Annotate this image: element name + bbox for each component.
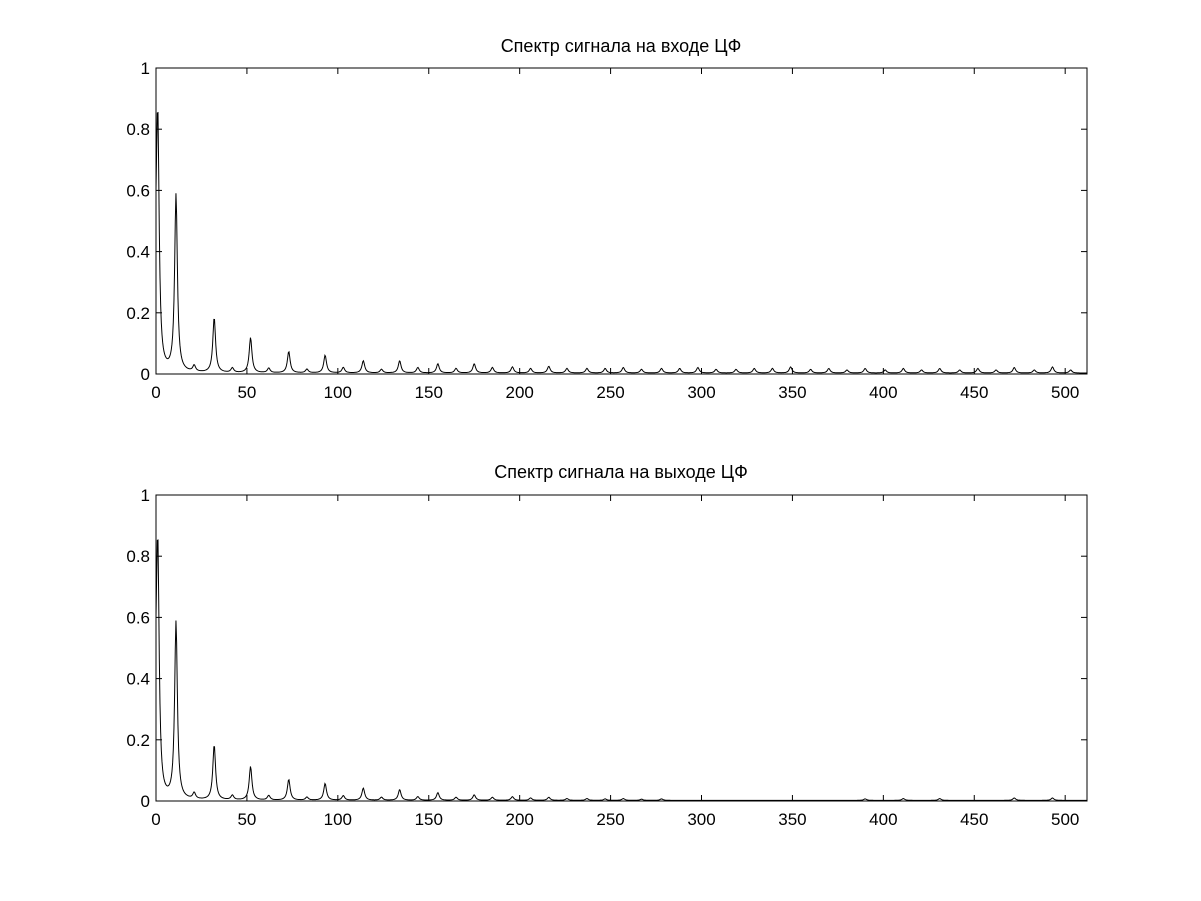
x-axis-input: 0 50 100 150 200 250 300 350 400 450 500	[151, 68, 1079, 402]
x-tick-label-output: 200	[505, 810, 533, 829]
x-tick-label-output: 250	[596, 810, 624, 829]
y-tick-label-input: 0.2	[126, 304, 150, 323]
y-tick-label-output: 0	[141, 792, 150, 811]
x-tick-label-output: 350	[778, 810, 806, 829]
y-tick-label-input: 1	[141, 59, 150, 78]
y-axis-output: 0 0.2 0.4 0.6 0.8 1	[126, 486, 1087, 811]
y-tick-label-input: 0.6	[126, 181, 150, 200]
y-tick-label-output: 0.4	[126, 670, 150, 689]
x-tick-label-input: 400	[869, 383, 897, 402]
x-tick-label-input: 100	[324, 383, 352, 402]
x-tick-label-input: 250	[596, 383, 624, 402]
y-tick-label-input: 0.8	[126, 120, 150, 139]
chart-title-output: Спектр сигнала на выходе ЦФ	[494, 462, 748, 482]
x-tick-label-output: 500	[1051, 810, 1079, 829]
x-tick-label-output: 100	[324, 810, 352, 829]
x-tick-label-output: 300	[687, 810, 715, 829]
x-tick-label-input: 50	[237, 383, 256, 402]
y-tick-label-output: 1	[141, 486, 150, 505]
x-tick-label-input: 0	[151, 383, 160, 402]
x-tick-label-output: 50	[237, 810, 256, 829]
y-tick-label-input: 0	[141, 365, 150, 384]
y-tick-label-output: 0.6	[126, 608, 150, 627]
subplot-input-spectrum: Спектр сигнала на входе ЦФ 0 0.2 0.4 0.6 0.8…	[126, 36, 1088, 402]
y-tick-label-input: 0.4	[126, 243, 150, 262]
x-tick-label-output: 400	[869, 810, 897, 829]
subplot-output-spectrum: Спектр сигнала на выходе ЦФ 0 0.2 0.4 0.6 0.…	[126, 462, 1088, 829]
chart-title-input: Спектр сигнала на входе ЦФ	[501, 36, 742, 56]
spectrum-line-input	[155, 111, 1087, 374]
spectrum-line-output	[155, 539, 1087, 801]
axes-frame-input	[155, 67, 1088, 375]
x-tick-label-input: 500	[1051, 383, 1079, 402]
y-tick-label-output: 0.2	[126, 731, 150, 750]
x-tick-label-output: 0	[151, 810, 160, 829]
y-axis-input: 0 0.2 0.4 0.6 0.8 1	[126, 59, 1087, 384]
x-tick-label-input: 150	[415, 383, 443, 402]
x-axis-output: 0 50 100 150 200 250 300 350 400 450 500	[151, 495, 1079, 829]
x-tick-label-input: 350	[778, 383, 806, 402]
x-tick-label-input: 300	[687, 383, 715, 402]
x-tick-label-output: 450	[960, 810, 988, 829]
y-tick-label-output: 0.8	[126, 547, 150, 566]
x-tick-label-input: 450	[960, 383, 988, 402]
axes-frame-output	[155, 494, 1088, 802]
x-tick-label-output: 150	[415, 810, 443, 829]
x-tick-label-input: 200	[505, 383, 533, 402]
